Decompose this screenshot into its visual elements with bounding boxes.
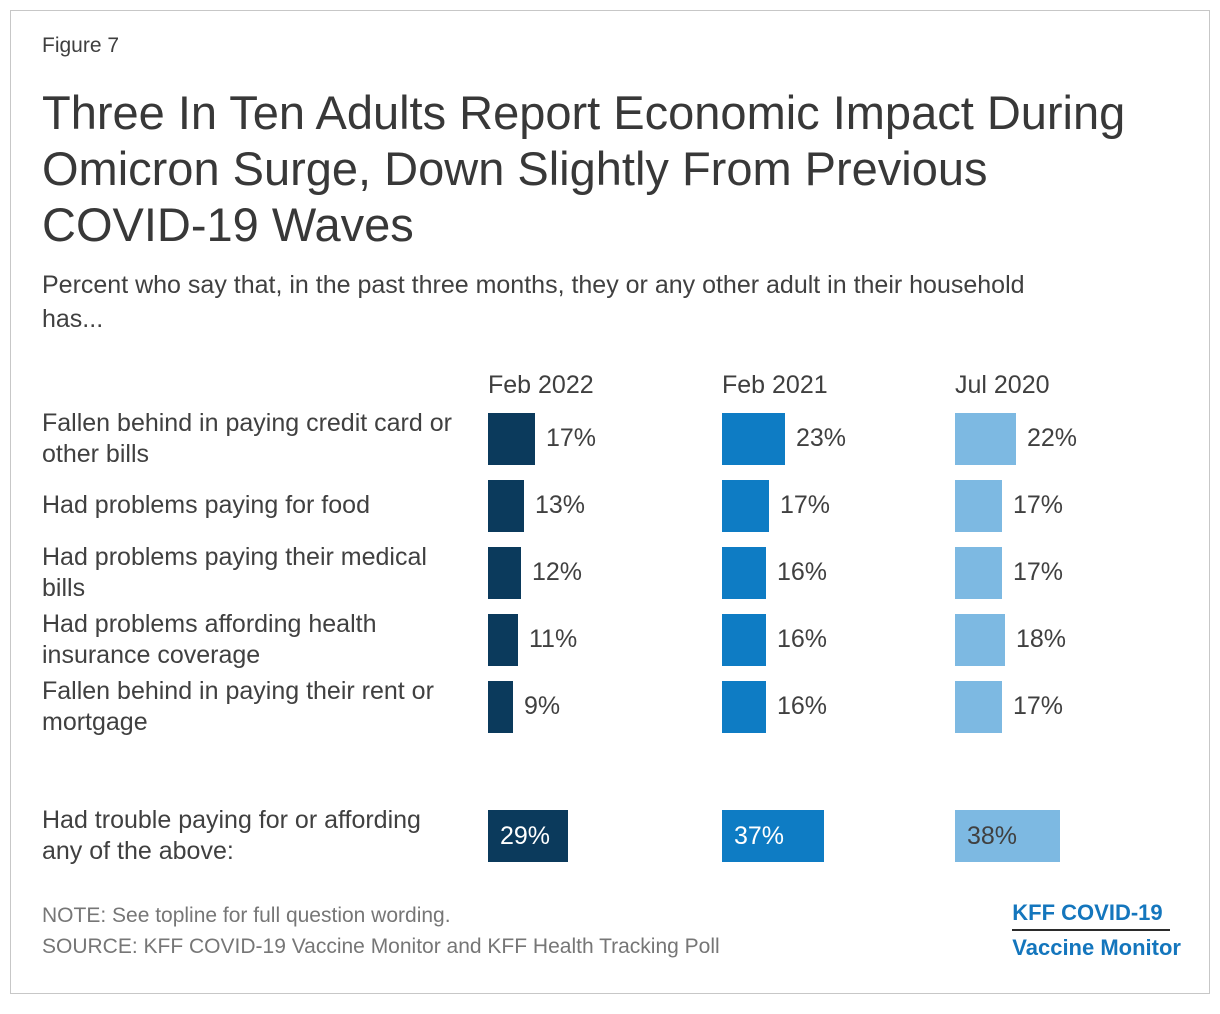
bar-cell-feb-2021: 17% [722, 479, 955, 532]
kff-logo: KFF COVID-19 Vaccine Monitor [1012, 900, 1181, 961]
bar [722, 479, 769, 532]
chart-title-line: COVID-19 Waves [42, 198, 414, 251]
bar-cell-feb-2022: 29% [488, 810, 722, 862]
bar [955, 479, 1002, 532]
value-label: 11% [529, 625, 578, 653]
chart-row: Fallen behind in paying credit card or o… [42, 405, 1181, 472]
bar-cell-feb-2021: 37% [722, 810, 955, 862]
bar-cell-jul-2020: 17% [955, 479, 1181, 532]
value-label: 17% [1013, 558, 1064, 586]
column-header-feb-2022: Feb 2022 [488, 371, 594, 399]
bar-cell-feb-2021: 16% [722, 546, 955, 599]
bar [722, 680, 766, 733]
kff-logo-line2: Vaccine Monitor [1012, 935, 1181, 960]
category-label: Fallen behind in paying their rent or mo… [42, 676, 434, 736]
value-label: 29% [500, 821, 551, 850]
bar [488, 479, 524, 532]
value-label: 13% [535, 491, 586, 519]
bar [955, 412, 1016, 465]
chart-subtitle: Percent who say that, in the past three … [42, 268, 1181, 336]
footnotes: NOTE: See topline for full question word… [42, 900, 720, 962]
bar-cell-feb-2022: 11% [488, 613, 722, 666]
bar-cell-feb-2021: 16% [722, 680, 955, 733]
value-label: 16% [777, 558, 828, 586]
bar [722, 613, 766, 666]
bar [722, 546, 766, 599]
value-label: 16% [777, 692, 828, 720]
bar-cell-jul-2020: 38% [955, 810, 1181, 862]
category-label: Had problems paying their medical bills [42, 542, 427, 602]
bar [722, 412, 785, 465]
chart-row: Had problems affording health insurance … [42, 606, 1181, 673]
value-label: 17% [546, 424, 597, 452]
bar: 38% [955, 810, 1060, 862]
source-text: SOURCE: KFF COVID-19 Vaccine Monitor and… [42, 935, 720, 958]
bar [955, 680, 1002, 733]
value-label: 22% [1027, 424, 1078, 452]
bar [955, 546, 1002, 599]
chart-rows: Fallen behind in paying credit card or o… [42, 405, 1181, 867]
bar [488, 412, 535, 465]
bar-cell-feb-2022: 9% [488, 680, 722, 733]
bar-cell-feb-2021: 16% [722, 613, 955, 666]
value-label: 16% [777, 625, 828, 653]
chart-row: Had problems paying for food 13% 17% 17% [42, 472, 1181, 539]
value-label: 17% [780, 491, 831, 519]
bar-cell-feb-2021: 23% [722, 412, 955, 465]
summary-row: Had trouble paying for or affording any … [42, 805, 1181, 867]
chart-title-line: Three In Ten Adults Report Economic Impa… [42, 86, 1126, 139]
chart-header-row: Feb 2022 Feb 2021 Jul 2020 [42, 370, 1181, 401]
figure-card: Figure 7 Three In Ten Adults Report Econ… [10, 10, 1210, 994]
value-label: 37% [734, 821, 785, 850]
bar: 37% [722, 810, 824, 862]
bar [488, 613, 518, 666]
category-label: Had trouble paying for or affording any … [42, 806, 421, 865]
bar-cell-feb-2022: 13% [488, 479, 722, 532]
value-label: 17% [1013, 491, 1064, 519]
bar-cell-feb-2022: 12% [488, 546, 722, 599]
column-header-feb-2021: Feb 2021 [722, 371, 828, 399]
value-label: 12% [532, 558, 583, 586]
figure-content: Figure 7 Three In Ten Adults Report Econ… [11, 11, 1209, 962]
header-spacer [42, 370, 488, 401]
kff-logo-divider [1012, 929, 1171, 931]
bar-cell-jul-2020: 17% [955, 546, 1181, 599]
kff-logo-line1: KFF COVID-19 [1012, 900, 1163, 925]
chart-title-line: Omicron Surge, Down Slightly From Previo… [42, 142, 988, 195]
value-label: 38% [967, 821, 1018, 850]
bar-cell-jul-2020: 22% [955, 412, 1181, 465]
value-label: 18% [1016, 625, 1067, 653]
value-label: 23% [796, 424, 847, 452]
category-label: Fallen behind in paying credit card or o… [42, 408, 452, 468]
bar-cell-jul-2020: 18% [955, 613, 1181, 666]
value-label: 17% [1013, 692, 1064, 720]
chart-subtitle-line: has... [42, 305, 104, 333]
bar: 29% [488, 810, 568, 862]
bar [488, 546, 521, 599]
chart-title: Three In Ten Adults Report Economic Impa… [42, 85, 1181, 253]
bar [955, 613, 1005, 666]
bar-cell-feb-2022: 17% [488, 412, 722, 465]
chart-row: Fallen behind in paying their rent or mo… [42, 673, 1181, 740]
value-label: 9% [524, 692, 561, 720]
bar-cell-jul-2020: 17% [955, 680, 1181, 733]
chart-row: Had problems paying their medical bills 1… [42, 539, 1181, 606]
note-text: NOTE: See topline for full question word… [42, 904, 451, 927]
bar [488, 680, 513, 733]
figure-number-label: Figure 7 [42, 34, 120, 57]
chart-footer: NOTE: See topline for full question word… [42, 900, 1181, 962]
column-header-jul-2020: Jul 2020 [955, 371, 1050, 399]
category-label: Had problems affording health insurance … [42, 609, 377, 669]
chart-subtitle-line: Percent who say that, in the past three … [42, 271, 1025, 299]
category-label: Had problems paying for food [42, 491, 370, 519]
